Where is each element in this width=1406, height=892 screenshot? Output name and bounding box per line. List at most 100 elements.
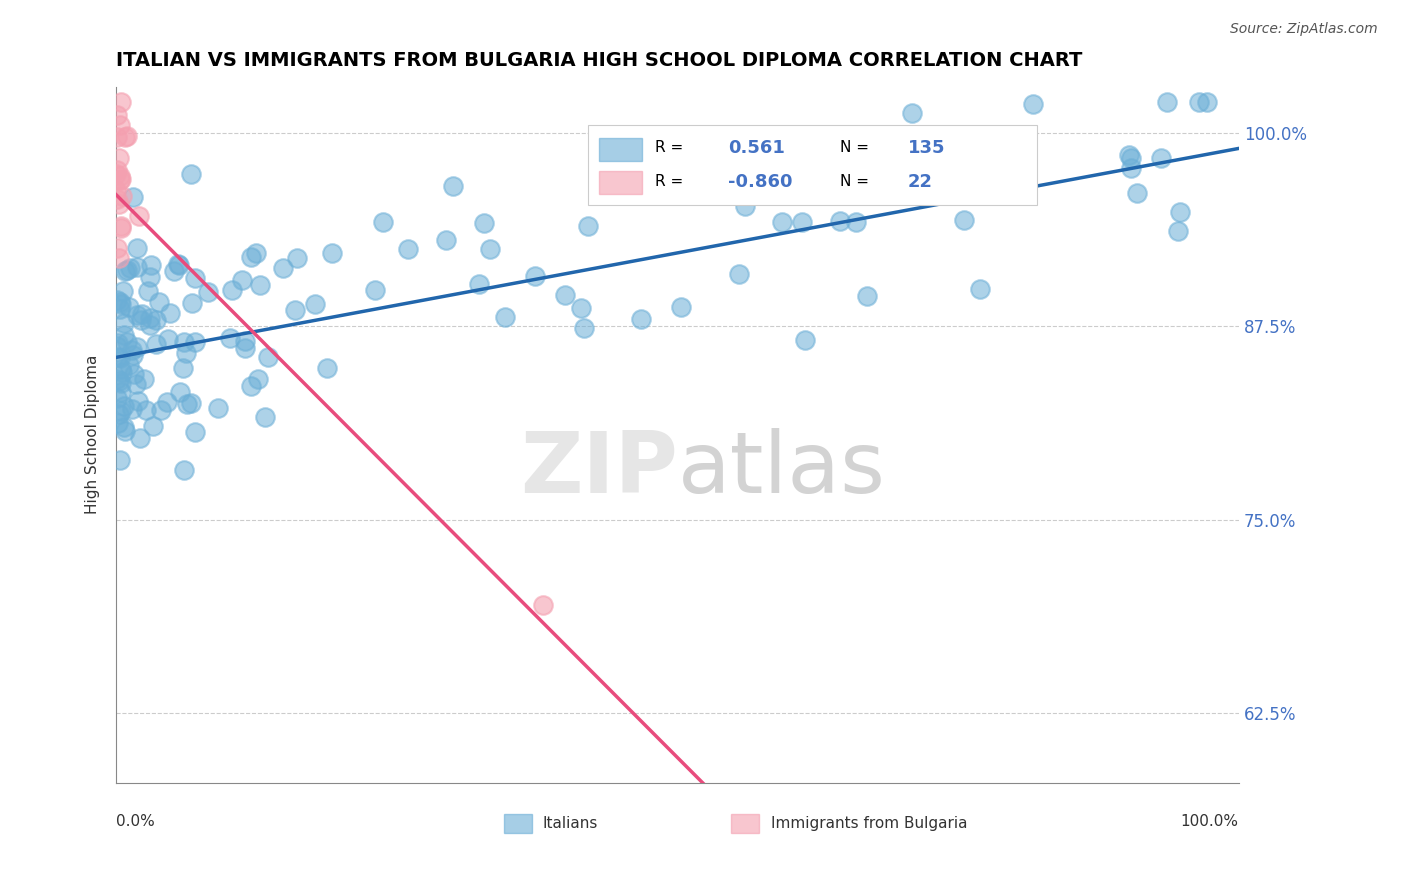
Point [233, 341, 256, 355]
Point [467, 277, 489, 292]
Point [257, 350, 280, 364]
Point [112, 399, 135, 413]
Text: N =: N = [841, 175, 875, 189]
Point [110, 297, 132, 311]
Point [148, 294, 170, 309]
Point [112, 316, 135, 330]
Point [184, 335, 207, 350]
Point [183, 425, 205, 439]
Point [159, 306, 181, 320]
Point [479, 242, 502, 256]
Text: -0.860: -0.860 [728, 173, 793, 191]
Point [110, 221, 132, 235]
Point [114, 264, 136, 278]
Point [792, 215, 814, 229]
FancyBboxPatch shape [599, 138, 641, 161]
Text: Source: ZipAtlas.com: Source: ZipAtlas.com [1230, 22, 1378, 37]
Point [770, 215, 793, 229]
Point [180, 395, 202, 409]
Point [127, 241, 149, 255]
Point [110, 169, 132, 184]
Point [115, 335, 138, 350]
Point [107, 151, 129, 165]
Point [114, 424, 136, 438]
Point [321, 245, 343, 260]
Point [108, 301, 131, 316]
Text: Immigrants from Bulgaria: Immigrants from Bulgaria [770, 816, 967, 830]
Point [1119, 161, 1142, 175]
Point [630, 312, 652, 326]
Point [1167, 224, 1189, 238]
FancyBboxPatch shape [731, 814, 759, 833]
Point [1125, 186, 1147, 200]
Point [271, 261, 294, 276]
Point [138, 318, 160, 332]
Point [434, 233, 457, 247]
Point [197, 285, 219, 300]
Point [111, 188, 134, 202]
Point [128, 209, 150, 223]
Point [905, 179, 928, 194]
Text: R =: R = [655, 175, 688, 189]
Point [128, 431, 150, 445]
Point [125, 340, 148, 354]
Point [1119, 151, 1142, 165]
Point [316, 361, 339, 376]
Point [156, 332, 179, 346]
Text: 0.0%: 0.0% [117, 814, 155, 830]
Text: 22: 22 [908, 173, 932, 191]
Point [571, 301, 593, 315]
Point [231, 272, 253, 286]
Point [136, 284, 159, 298]
Point [1195, 95, 1218, 109]
Point [494, 310, 516, 324]
Point [139, 258, 162, 272]
Point [969, 282, 991, 296]
Point [108, 172, 131, 186]
Point [150, 403, 173, 417]
Point [856, 289, 879, 303]
Point [441, 178, 464, 193]
Point [1170, 205, 1192, 219]
Point [1149, 151, 1171, 165]
Point [1118, 147, 1140, 161]
Text: N =: N = [841, 140, 875, 155]
Point [285, 252, 308, 266]
Point [221, 283, 243, 297]
Point [371, 215, 394, 229]
Point [121, 343, 143, 357]
Point [139, 270, 162, 285]
Point [107, 252, 129, 266]
Point [105, 339, 128, 353]
Point [107, 417, 129, 431]
Point [142, 419, 165, 434]
Point [174, 346, 197, 360]
Y-axis label: High School Diploma: High School Diploma [86, 355, 100, 515]
Point [953, 213, 976, 227]
Point [110, 362, 132, 376]
Point [162, 264, 184, 278]
Point [125, 308, 148, 322]
Point [138, 310, 160, 325]
Point [245, 245, 267, 260]
Point [127, 394, 149, 409]
Point [125, 377, 148, 392]
Point [105, 108, 128, 122]
Point [474, 216, 496, 230]
Point [110, 376, 132, 390]
Text: ZIP: ZIP [520, 428, 678, 511]
Point [173, 335, 195, 350]
Text: ITALIAN VS IMMIGRANTS FROM BULGARIA HIGH SCHOOL DIPLOMA CORRELATION CHART: ITALIAN VS IMMIGRANTS FROM BULGARIA HIGH… [117, 51, 1083, 70]
Point [110, 385, 132, 400]
Point [105, 162, 128, 177]
Point [233, 334, 256, 348]
Point [572, 320, 595, 334]
Point [176, 397, 198, 411]
Point [121, 190, 143, 204]
Point [129, 313, 152, 327]
Point [105, 293, 128, 307]
Point [105, 129, 128, 144]
Point [108, 453, 131, 467]
Point [105, 183, 128, 197]
Point [304, 297, 326, 311]
